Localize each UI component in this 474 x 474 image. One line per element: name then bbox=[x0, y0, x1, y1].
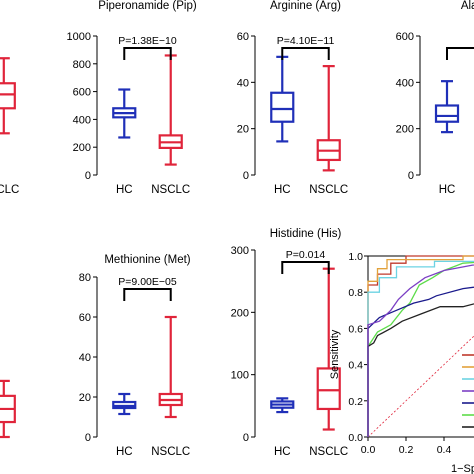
box-nsclc bbox=[158, 54, 183, 166]
plot-frame bbox=[367, 255, 474, 438]
significance-bracket bbox=[446, 47, 474, 60]
y-axis-label: Sensitivity bbox=[329, 329, 341, 379]
y-tick-label: 800 bbox=[73, 59, 91, 71]
panel-title: Arginine (Arg) bbox=[270, 0, 341, 12]
box-body bbox=[316, 367, 341, 411]
p-value-label: P=9.00E−05 bbox=[118, 276, 177, 288]
y-tick-label: 200 bbox=[396, 124, 414, 136]
roc-curve bbox=[367, 303, 474, 437]
roc-panel: 0.0 0.2 0.4 0.6 0.8 1.0 0.0 0.2 0.4 Sensitivity 1−… bbox=[329, 251, 474, 474]
y-tick-label: 200 bbox=[73, 142, 91, 154]
x-category-label: HC bbox=[274, 446, 291, 458]
y-tick-label: 600 bbox=[73, 87, 91, 99]
x-axis-label: 1−Spe bbox=[451, 463, 474, 474]
x-tick-label: 0.4 bbox=[437, 444, 452, 456]
x-category-label: NSCLC bbox=[151, 184, 190, 196]
box-hc bbox=[112, 88, 137, 139]
y-tick-label: 200 bbox=[231, 307, 249, 319]
box-panel-row1-left-partial: sSCLC bbox=[0, 57, 19, 196]
box-panel-Arg: Arginine (Arg) 0 20 40 60 HC NSCLC P=4.10E−11 bbox=[237, 0, 348, 196]
x-category-label: NSCLC bbox=[151, 446, 190, 458]
box-panel-His: Histidine (His) 0 100 200 300 HC NSCLC P=0.014 bbox=[231, 228, 349, 458]
box-panel-Pip: Piperonamide (Pip) 0 200 400 600 800 1000 HC NSC… bbox=[67, 0, 197, 196]
y-tick-label: 60 bbox=[79, 312, 91, 324]
x-tick-label: 0.2 bbox=[399, 444, 414, 456]
y-tick-label: 1.0 bbox=[348, 251, 363, 263]
box-hc bbox=[112, 392, 137, 416]
significance-bracket bbox=[123, 47, 172, 60]
box-nsclc bbox=[158, 315, 183, 419]
box-panel-Met: Methionine (Met) 0 20 40 60 80 HC NSCLC P=9.00E−… bbox=[79, 254, 191, 458]
y-tick-label: 60 bbox=[237, 31, 249, 43]
box-nsclc bbox=[316, 267, 341, 431]
panel-title: Methionine (Met) bbox=[104, 254, 190, 266]
p-value-label: P=0.014 bbox=[286, 249, 326, 261]
y-tick-label: 0.0 bbox=[348, 432, 363, 444]
y-tick-label: 40 bbox=[237, 77, 249, 89]
y-tick-label: 600 bbox=[396, 31, 414, 43]
box-nsclc bbox=[316, 65, 341, 172]
p-value-label: P=4.10E−11 bbox=[277, 35, 335, 47]
y-tick-label: 40 bbox=[79, 352, 91, 364]
x-category-label: NSCLC bbox=[309, 446, 348, 458]
p-value-label: P=1.38E−10 bbox=[118, 35, 177, 47]
x-category-label: NSCLC bbox=[309, 184, 348, 196]
box-body bbox=[434, 104, 460, 123]
panel-title: Piperonamide (Pip) bbox=[98, 0, 197, 12]
roc-curve bbox=[367, 261, 474, 437]
y-tick-label: 0 bbox=[85, 432, 91, 444]
box-hc bbox=[434, 80, 460, 134]
y-tick-label: 100 bbox=[231, 370, 249, 382]
box-nsclc bbox=[0, 379, 16, 439]
box-body bbox=[0, 82, 16, 110]
roc-curve bbox=[367, 255, 474, 437]
significance-bracket bbox=[123, 288, 172, 301]
roc-curve bbox=[367, 255, 474, 437]
roc-curve bbox=[367, 260, 474, 437]
box-nsclc bbox=[0, 57, 16, 135]
y-tick-label: 20 bbox=[237, 124, 249, 136]
box-panel-Ala: Alanine0200400600HCP=1.7 bbox=[396, 0, 474, 196]
y-tick-label: 0.6 bbox=[348, 323, 363, 335]
y-tick-label: 20 bbox=[79, 392, 91, 404]
roc-curve bbox=[367, 286, 474, 437]
reference-diagonal bbox=[367, 335, 474, 438]
x-category-label: SCLC bbox=[0, 184, 19, 196]
box-body bbox=[270, 91, 295, 123]
x-tick-label: 0.0 bbox=[361, 444, 376, 456]
box-hc bbox=[270, 55, 295, 143]
y-tick-label: 1000 bbox=[67, 31, 91, 43]
y-tick-label: 0 bbox=[243, 432, 249, 444]
x-category-label: HC bbox=[116, 184, 133, 196]
roc-curve bbox=[367, 264, 474, 437]
box-panel-row2-left-partial bbox=[0, 379, 16, 439]
y-tick-label: 80 bbox=[79, 272, 91, 284]
significance-bracket bbox=[281, 47, 330, 60]
y-tick-label: 0.4 bbox=[348, 360, 363, 372]
significance-bracket bbox=[281, 261, 330, 274]
y-tick-label: 0 bbox=[85, 170, 91, 182]
x-category-label: HC bbox=[274, 184, 291, 196]
panel-title: Alanine bbox=[461, 0, 474, 12]
panel-title: Histidine (His) bbox=[270, 228, 342, 240]
y-tick-label: 0.8 bbox=[348, 287, 363, 299]
y-tick-label: 300 bbox=[231, 245, 249, 257]
y-tick-label: 0.2 bbox=[348, 396, 363, 408]
y-tick-label: 400 bbox=[73, 114, 91, 126]
x-category-label: HC bbox=[116, 446, 133, 458]
y-tick-label: 0 bbox=[243, 170, 249, 182]
y-tick-label: 400 bbox=[396, 77, 414, 89]
box-hc bbox=[270, 397, 295, 414]
y-tick-label: 0 bbox=[408, 170, 414, 182]
x-category-label: HC bbox=[439, 184, 456, 196]
